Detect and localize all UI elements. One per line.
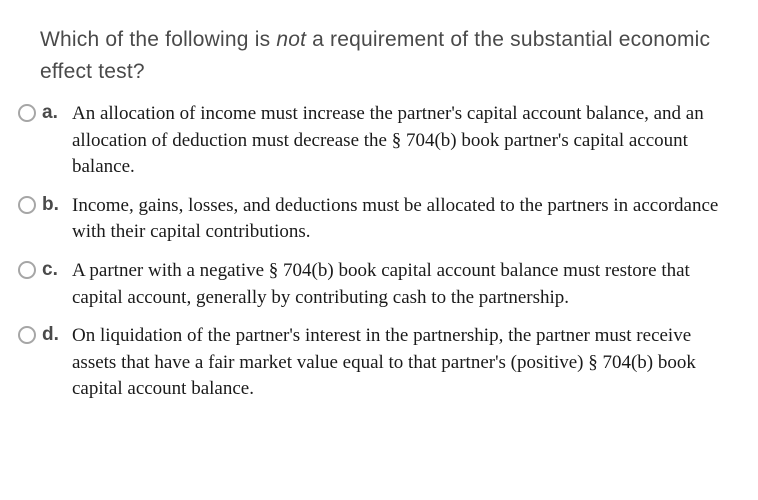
option-text-c: A partner with a negative § 704(b) book …	[72, 258, 730, 311]
option-letter-d: d.	[42, 324, 70, 346]
option-a[interactable]: a. An allocation of income must increase…	[18, 101, 730, 181]
option-b[interactable]: b. Income, gains, losses, and deductions…	[18, 193, 730, 246]
option-text-a: An allocation of income must increase th…	[72, 101, 730, 181]
option-text-d: On liquidation of the partner's interest…	[72, 323, 730, 403]
option-letter-b: b.	[42, 194, 70, 216]
option-text-b: Income, gains, losses, and deductions mu…	[72, 193, 730, 246]
option-c[interactable]: c. A partner with a negative § 704(b) bo…	[18, 258, 730, 311]
question-text-before: Which of the following is	[40, 28, 276, 51]
radio-button-b[interactable]	[18, 196, 36, 214]
question-text: Which of the following is not a requirem…	[40, 24, 730, 87]
radio-button-a[interactable]	[18, 104, 36, 122]
radio-button-c[interactable]	[18, 261, 36, 279]
option-letter-c: c.	[42, 259, 70, 281]
option-d[interactable]: d. On liquidation of the partner's inter…	[18, 323, 730, 403]
option-letter-a: a.	[42, 102, 70, 124]
question-text-em: not	[276, 28, 306, 51]
radio-button-d[interactable]	[18, 326, 36, 344]
